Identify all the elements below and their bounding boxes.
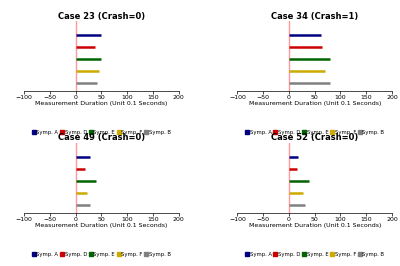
X-axis label: Measurement Duration (Unit 0.1 Seconds): Measurement Duration (Unit 0.1 Seconds) xyxy=(35,223,168,228)
Legend: Symp. A, Symp. D, Symp. E, Symp. F, Symp. B: Symp. A, Symp. D, Symp. E, Symp. F, Symp… xyxy=(32,252,171,257)
Title: Case 23 (Crash=0): Case 23 (Crash=0) xyxy=(58,11,145,20)
Legend: Symp. A, Symp. D, Symp. E, Symp. F, Symp. B: Symp. A, Symp. D, Symp. E, Symp. F, Symp… xyxy=(245,130,384,135)
X-axis label: Measurement Duration (Unit 0.1 Seconds): Measurement Duration (Unit 0.1 Seconds) xyxy=(35,102,168,106)
Title: Case 52 (Crash=0): Case 52 (Crash=0) xyxy=(271,133,358,142)
X-axis label: Measurement Duration (Unit 0.1 Seconds): Measurement Duration (Unit 0.1 Seconds) xyxy=(248,223,381,228)
Legend: Symp. A, Symp. D, Symp. E, Symp. F, Symp. B: Symp. A, Symp. D, Symp. E, Symp. F, Symp… xyxy=(245,252,384,257)
Title: Case 34 (Crash=1): Case 34 (Crash=1) xyxy=(271,11,358,20)
X-axis label: Measurement Duration (Unit 0.1 Seconds): Measurement Duration (Unit 0.1 Seconds) xyxy=(248,102,381,106)
Title: Case 49 (Crash=0): Case 49 (Crash=0) xyxy=(58,133,145,142)
Legend: Symp. A, Symp. D, Symp. E, Symp. F, Symp. B: Symp. A, Symp. D, Symp. E, Symp. F, Symp… xyxy=(32,130,171,135)
